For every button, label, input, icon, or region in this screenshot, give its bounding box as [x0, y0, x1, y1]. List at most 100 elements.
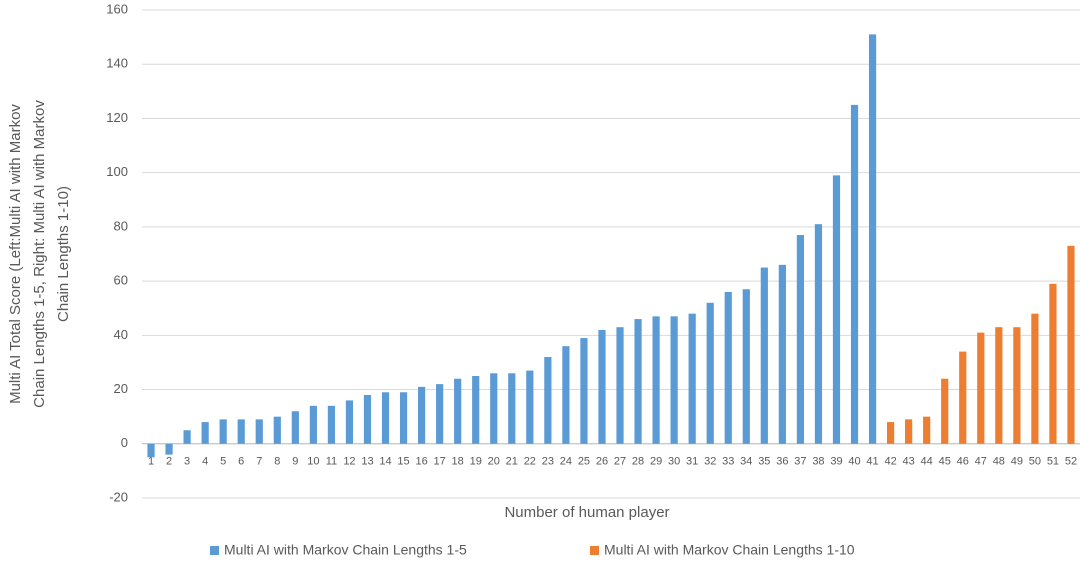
bar [363, 394, 372, 444]
bar [201, 422, 209, 444]
x-tick-label: 50 [1029, 456, 1041, 468]
x-tick-label: 43 [903, 456, 915, 468]
x-tick-label: 42 [884, 456, 896, 468]
x-tick-label: 11 [326, 456, 337, 468]
x-tick-label: 46 [957, 456, 969, 468]
x-tick-label: 9 [292, 456, 298, 468]
bar [472, 376, 480, 444]
x-tick-label: 33 [722, 456, 734, 468]
bar [508, 373, 516, 444]
bar [309, 405, 317, 444]
x-tick-label: 18 [452, 456, 464, 468]
bar [291, 411, 299, 444]
bar [417, 386, 426, 444]
x-tick-label: 27 [614, 456, 626, 468]
x-axis-title: Number of human player [504, 504, 669, 521]
x-tick-label: 52 [1065, 456, 1077, 468]
bar [183, 430, 191, 444]
bar [814, 224, 823, 444]
x-tick-label: 1 [148, 456, 154, 468]
legend-swatch [590, 546, 599, 555]
x-tick-label: 15 [397, 456, 409, 468]
bar [742, 289, 750, 444]
x-tick-label: 41 [866, 456, 878, 468]
bar [868, 34, 877, 444]
y-axis-title: Multi AI Total Score (Left:Multi AI with… [7, 104, 24, 404]
bar [526, 370, 534, 444]
bar [436, 384, 444, 444]
bar [165, 443, 173, 455]
x-tick-label: 51 [1047, 456, 1059, 468]
bar [688, 313, 696, 444]
bar [832, 175, 841, 444]
x-tick-label: 34 [740, 456, 752, 468]
x-tick-label: 20 [488, 456, 500, 468]
bar [923, 416, 931, 444]
x-tick-label: 12 [343, 456, 355, 468]
x-tick-label: 40 [848, 456, 860, 468]
x-tick-label: 19 [470, 456, 482, 468]
x-tick-label: 8 [274, 456, 280, 468]
x-tick-label: 37 [794, 456, 806, 468]
x-tick-label: 47 [975, 456, 987, 468]
x-tick-label: 23 [542, 456, 554, 468]
legend-label: Multi AI with Markov Chain Lengths 1-5 [224, 542, 467, 558]
bar [490, 373, 498, 444]
x-tick-label: 39 [830, 456, 842, 468]
x-tick-label: 5 [220, 456, 226, 468]
bar [544, 357, 552, 444]
bar [941, 378, 949, 444]
bar [652, 316, 660, 444]
bar [1049, 283, 1057, 444]
x-tick-label: 3 [184, 456, 190, 468]
x-tick-label: 25 [578, 456, 590, 468]
bar [147, 443, 155, 458]
bar [1031, 313, 1039, 444]
y-tick-label: 160 [106, 1, 128, 16]
bar [760, 267, 768, 444]
x-tick-label: 21 [506, 456, 518, 468]
bar [1067, 245, 1075, 444]
bar [995, 327, 1003, 444]
bar [706, 302, 714, 444]
y-tick-label: 100 [106, 164, 128, 179]
x-tick-label: 45 [939, 456, 951, 468]
bar [219, 419, 227, 444]
y-tick-label: 0 [121, 435, 128, 450]
x-tick-label: 4 [202, 456, 208, 468]
x-tick-label: 6 [238, 456, 244, 468]
bar [886, 422, 895, 444]
bar [345, 400, 354, 444]
x-tick-label: 2 [166, 456, 172, 468]
x-tick-label: 22 [524, 456, 536, 468]
bar [850, 104, 859, 444]
y-tick-label: 40 [114, 327, 128, 342]
y-tick-label: 60 [114, 273, 128, 288]
y-axis-title: Chain Lengths 1-10) [55, 186, 72, 322]
bar [724, 291, 732, 444]
y-tick-label: 20 [114, 381, 128, 396]
x-tick-label: 31 [686, 456, 698, 468]
bar [237, 419, 245, 444]
bar [273, 416, 281, 444]
bar [905, 419, 913, 444]
x-tick-label: 32 [704, 456, 716, 468]
x-tick-label: 35 [758, 456, 770, 468]
bar [327, 405, 336, 444]
bar [562, 346, 570, 444]
bar [796, 235, 805, 444]
bar [1013, 327, 1021, 444]
bar [634, 319, 642, 444]
y-tick-label: 80 [114, 218, 128, 233]
x-tick-label: 17 [434, 456, 446, 468]
y-tick-label: 120 [106, 110, 128, 125]
x-tick-label: 10 [307, 456, 319, 468]
bar [255, 419, 263, 444]
x-tick-label: 38 [812, 456, 824, 468]
bar [381, 392, 390, 444]
bar [598, 329, 606, 444]
legend-label: Multi AI with Markov Chain Lengths 1-10 [604, 542, 855, 558]
bar [977, 332, 985, 444]
legend-swatch [210, 546, 219, 555]
